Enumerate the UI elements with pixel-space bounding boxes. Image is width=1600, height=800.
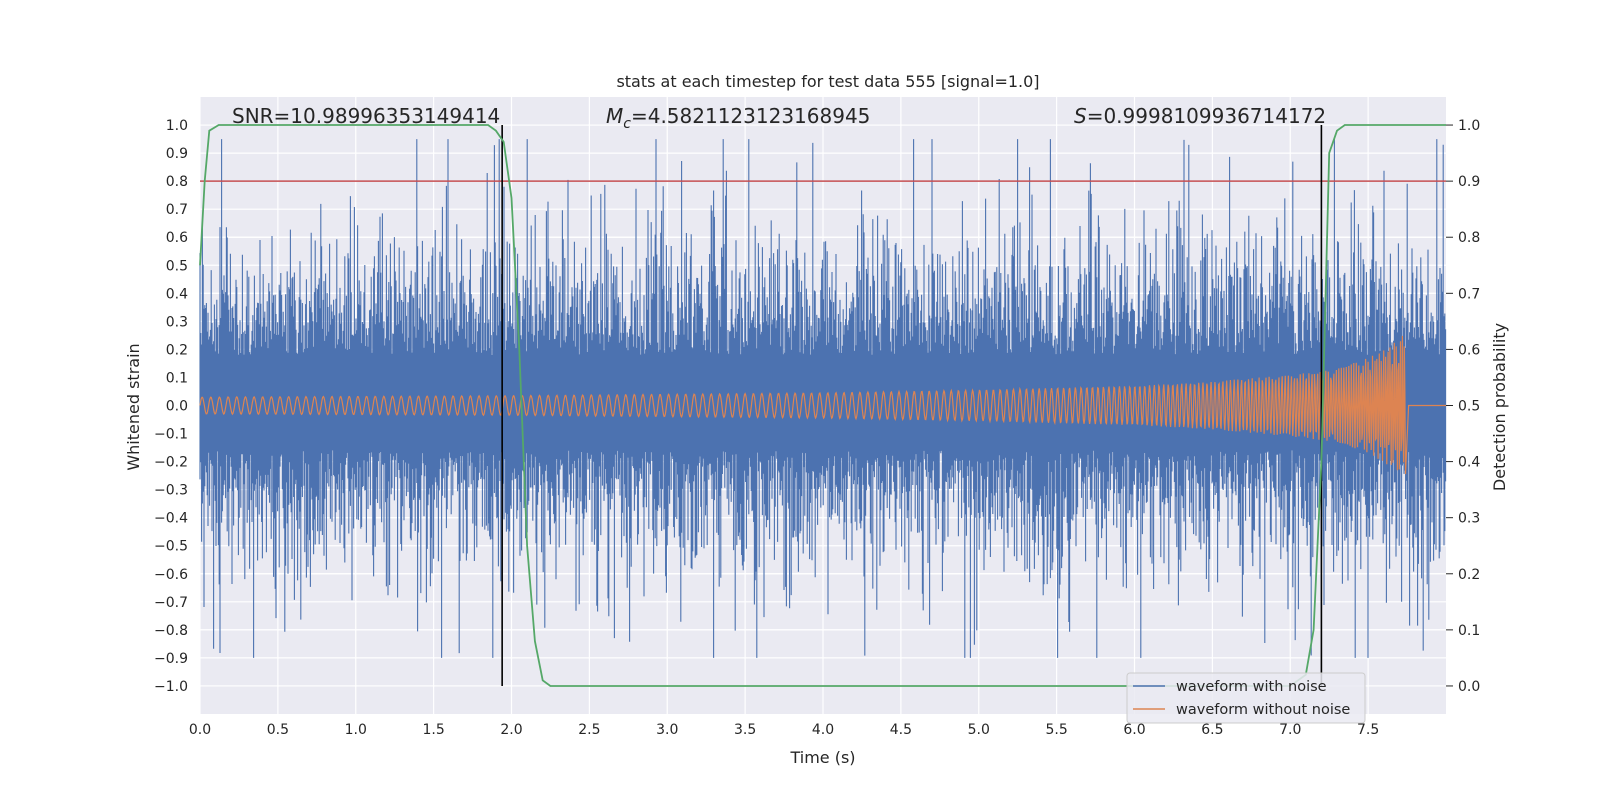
x-tick-label: 5.0 [968, 722, 990, 738]
y-tick-label: 0.7 [166, 202, 188, 218]
x-tick-label: 5.5 [1045, 722, 1067, 738]
legend-label-noise: waveform with noise [1176, 679, 1327, 695]
y-tick-label: 0.9 [166, 146, 188, 162]
y-tick-label: −0.8 [154, 623, 188, 639]
y-tick-label: 0.8 [166, 174, 188, 190]
x-tick-label: 0.0 [189, 722, 211, 738]
y-axis-label: Whitened strain [124, 343, 143, 470]
y-tick-label: −0.2 [154, 455, 188, 471]
x-tick-label: 7.5 [1357, 722, 1379, 738]
detection-probability-line [199, 124, 1446, 687]
y2-axis-label: Detection probability [1490, 323, 1509, 491]
y-tick-label: 0.3 [166, 314, 188, 330]
annotation-chirp-mass: Mc=4.5821123123168945 [606, 104, 870, 132]
y-tick-label: 0.2 [166, 342, 188, 358]
x-tick-label: 3.0 [656, 722, 678, 738]
y-tick-label: 0.0 [166, 399, 188, 415]
y-tick-label: −0.7 [154, 595, 188, 611]
x-axis-label: Time (s) [789, 748, 855, 767]
x-tick-label: 2.5 [578, 722, 600, 738]
y2-tick-label: 1.0 [1458, 118, 1480, 134]
x-tick-label: 4.0 [812, 722, 834, 738]
annotation-statistic: S=0.9998109936714172 [1074, 104, 1326, 128]
y-tick-label: 0.6 [166, 230, 188, 246]
y-tick-label: 0.5 [166, 258, 188, 274]
x-tick-label: 1.0 [345, 722, 367, 738]
axis-ticks: 0.0 0.5 1.0 1.5 2.0 2.5 3.0 3.5 4.0 4.5 5.0 5.5 6.0 6… [154, 118, 1480, 738]
y2-tick-label: 0.8 [1458, 230, 1480, 246]
y-tick-label: −1.0 [154, 679, 188, 695]
y-tick-label: −0.5 [154, 539, 188, 555]
legend-label-clean: waveform without noise [1176, 702, 1350, 718]
y2-tick-label: 0.4 [1458, 455, 1480, 471]
y2-tick-label: 0.0 [1458, 679, 1480, 695]
x-tick-label: 7.0 [1279, 722, 1301, 738]
legend: waveform with noise waveform without noi… [1126, 672, 1366, 724]
y2-tick-label: 0.3 [1458, 511, 1480, 527]
y2-tick-label: 0.9 [1458, 174, 1480, 190]
y-tick-label: 0.1 [166, 370, 188, 386]
x-tick-label: 1.5 [422, 722, 444, 738]
x-tick-label: 4.5 [890, 722, 912, 738]
x-tick-label: 6.0 [1123, 722, 1145, 738]
y-tick-label: −0.4 [154, 511, 188, 527]
x-tick-label: 2.0 [500, 722, 522, 738]
annotation-snr: SNR=10.98996353149414 [232, 104, 500, 128]
y2-tick-label: 0.7 [1458, 286, 1480, 302]
y-tick-label: 0.4 [166, 286, 188, 302]
y-tick-label: −0.9 [154, 651, 188, 667]
y-tick-label: 1.0 [166, 118, 188, 134]
y2-tick-label: 0.1 [1458, 623, 1480, 639]
x-tick-label: 6.5 [1201, 722, 1223, 738]
y-tick-label: −0.3 [154, 483, 188, 499]
y2-tick-label: 0.5 [1458, 399, 1480, 415]
y-tick-label: −0.6 [154, 567, 188, 583]
x-tick-label: 3.5 [734, 722, 756, 738]
x-tick-label: 0.5 [267, 722, 289, 738]
series-waveform-without-noise [199, 335, 1446, 475]
clean-trace [199, 335, 1446, 475]
chart-title: stats at each timestep for test data 555… [616, 72, 1039, 91]
legend-box [1126, 672, 1366, 724]
overlays [199, 124, 1446, 687]
y2-tick-label: 0.6 [1458, 342, 1480, 358]
y-tick-label: −0.1 [154, 427, 188, 443]
y2-tick-label: 0.2 [1458, 567, 1480, 583]
